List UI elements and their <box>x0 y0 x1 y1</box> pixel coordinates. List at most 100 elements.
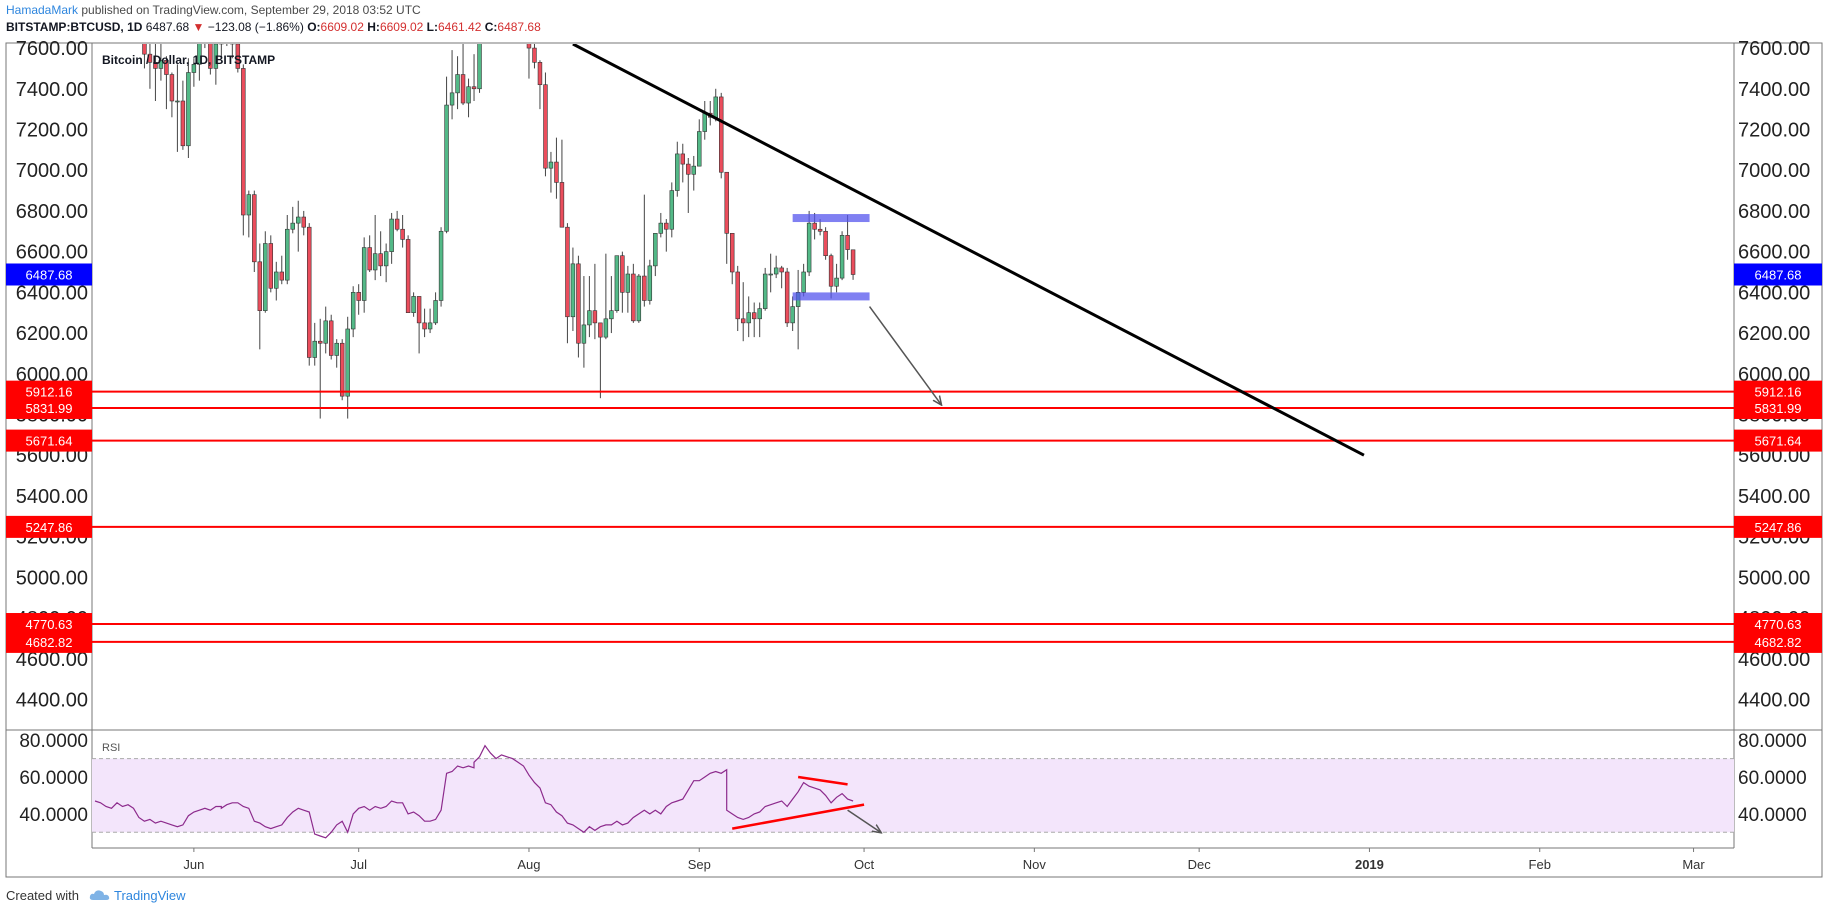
trendline <box>572 44 1365 457</box>
price-tick-label-right: 5000.00 <box>1738 567 1810 589</box>
candle-body <box>471 86 477 90</box>
time-tick-label: Nov <box>1023 857 1047 872</box>
price-tick-label-left: 6200.00 <box>16 323 88 345</box>
price-tick-label-right: 7400.00 <box>1738 79 1810 101</box>
support-level-tag-right <box>1734 429 1822 452</box>
support-level-tag-right-text: 5247.86 <box>1755 520 1802 535</box>
candle-body <box>828 255 834 287</box>
candle-body <box>581 324 587 344</box>
candle-body <box>208 44 213 69</box>
footer: Created with TradingView <box>6 888 186 903</box>
support-level-tag-left <box>6 396 92 419</box>
candle-body <box>576 263 581 344</box>
candle-body <box>225 32 229 36</box>
candle-body <box>191 64 197 73</box>
candle-body <box>203 28 207 38</box>
candle-body <box>180 100 186 147</box>
candle-body <box>680 153 686 165</box>
candle-body <box>257 261 263 311</box>
price-tick-label-right: 7600.00 <box>1738 38 1810 60</box>
publish-text: published on TradingView.com, September … <box>81 3 421 17</box>
candle-body <box>175 100 180 103</box>
candle-body <box>361 247 367 301</box>
time-tick-label: Feb <box>1529 857 1551 872</box>
candle-body <box>268 243 274 289</box>
support-level-tag-left-text: 4682.82 <box>26 635 73 650</box>
candle-body <box>279 271 284 281</box>
candle-body <box>751 312 757 320</box>
support-level-tag-left <box>6 429 92 452</box>
chart-frame <box>5 42 1823 878</box>
candle-body <box>334 342 339 356</box>
support-level-tag-right <box>1734 396 1822 419</box>
author-link[interactable]: HamadaMark <box>6 3 79 17</box>
low-value: 6461.42 <box>438 20 482 34</box>
price-tick-label-right: 4400.00 <box>1738 689 1810 711</box>
support-level-tag-left <box>6 630 92 653</box>
candle-body <box>740 318 746 324</box>
support-level-tag-right <box>1734 515 1822 538</box>
candle-body <box>328 320 334 356</box>
support-level-tag-left-text: 5247.86 <box>26 520 73 535</box>
candle-body <box>548 161 554 169</box>
candle-body <box>625 273 631 293</box>
time-tick-label: Jun <box>183 857 204 872</box>
candle-body <box>565 226 570 318</box>
candle-body <box>285 228 290 281</box>
candle-body <box>438 230 444 301</box>
rsi-tick-label-right: 60.0000 <box>1738 768 1807 789</box>
support-level-tag-right-text: 4682.82 <box>1755 635 1802 650</box>
support-level-tag-right-text: 4770.63 <box>1755 617 1802 632</box>
candle-body <box>784 271 790 324</box>
created-with-text: Created with <box>6 888 79 903</box>
time-tick-label: Oct <box>854 857 875 872</box>
support-level-tag-right-text: 5671.64 <box>1755 434 1802 449</box>
price-tick-label-left: 6400.00 <box>16 282 88 304</box>
tradingview-link[interactable]: TradingView <box>114 888 186 903</box>
candle-body <box>367 247 372 271</box>
price-tick-label-left: 4400.00 <box>16 689 88 711</box>
support-level-tag-right <box>1734 630 1822 653</box>
low-label: L: <box>426 20 438 34</box>
price-tick-label-left: 7600.00 <box>16 38 88 60</box>
candle-body <box>636 275 642 322</box>
candle-body <box>735 271 740 320</box>
candle-body <box>427 322 433 330</box>
candle-body <box>197 44 202 65</box>
price-tick-label-right: 4600.00 <box>1738 649 1810 671</box>
time-tick-label: Mar <box>1682 857 1705 872</box>
high-label: H: <box>367 20 380 34</box>
time-tick-label: Sep <box>688 857 711 872</box>
close-value: 6487.68 <box>497 20 541 34</box>
publish-info: HamadaMark published on TradingView.com,… <box>6 3 421 17</box>
candle-body <box>664 222 669 230</box>
price-tick-label-left: 5000.00 <box>16 567 88 589</box>
candle-body <box>483 0 487 24</box>
candle-body <box>263 243 268 311</box>
price-tick-label-left: 6600.00 <box>16 242 88 264</box>
price-tick-label-right: 6800.00 <box>1738 201 1810 223</box>
tradingview-cloud-icon <box>89 890 109 900</box>
rsi-tick-label-left: 40.0000 <box>19 805 88 826</box>
price-tick-label-left: 6800.00 <box>16 201 88 223</box>
candle-body <box>779 267 784 273</box>
range-box-top <box>792 214 870 223</box>
candle-body <box>147 53 153 63</box>
candle-body <box>290 222 295 230</box>
candle-body <box>773 267 779 275</box>
candle-body <box>252 194 257 263</box>
last-price-tag-left <box>6 263 92 286</box>
price-tick-label-left: 7200.00 <box>16 119 88 141</box>
candle-body <box>400 228 405 240</box>
ohlc-bar: BITSTAMP:BTCUSD, 1D 6487.68 ▼ −123.08 (−… <box>6 20 541 34</box>
price-tick-label-right: 7000.00 <box>1738 160 1810 182</box>
candle-body <box>213 44 219 69</box>
price-chart[interactable]: 4400.004400.004600.004600.004800.004800.… <box>0 0 1828 880</box>
candle-body <box>647 265 653 301</box>
candle-body <box>526 44 532 49</box>
candle-body <box>241 68 246 216</box>
candle-body <box>554 161 559 183</box>
support-level-tag-left <box>6 613 92 636</box>
support-level-tag-right-text: 5831.99 <box>1755 401 1802 416</box>
support-level-tag-left-text: 4770.63 <box>26 617 73 632</box>
